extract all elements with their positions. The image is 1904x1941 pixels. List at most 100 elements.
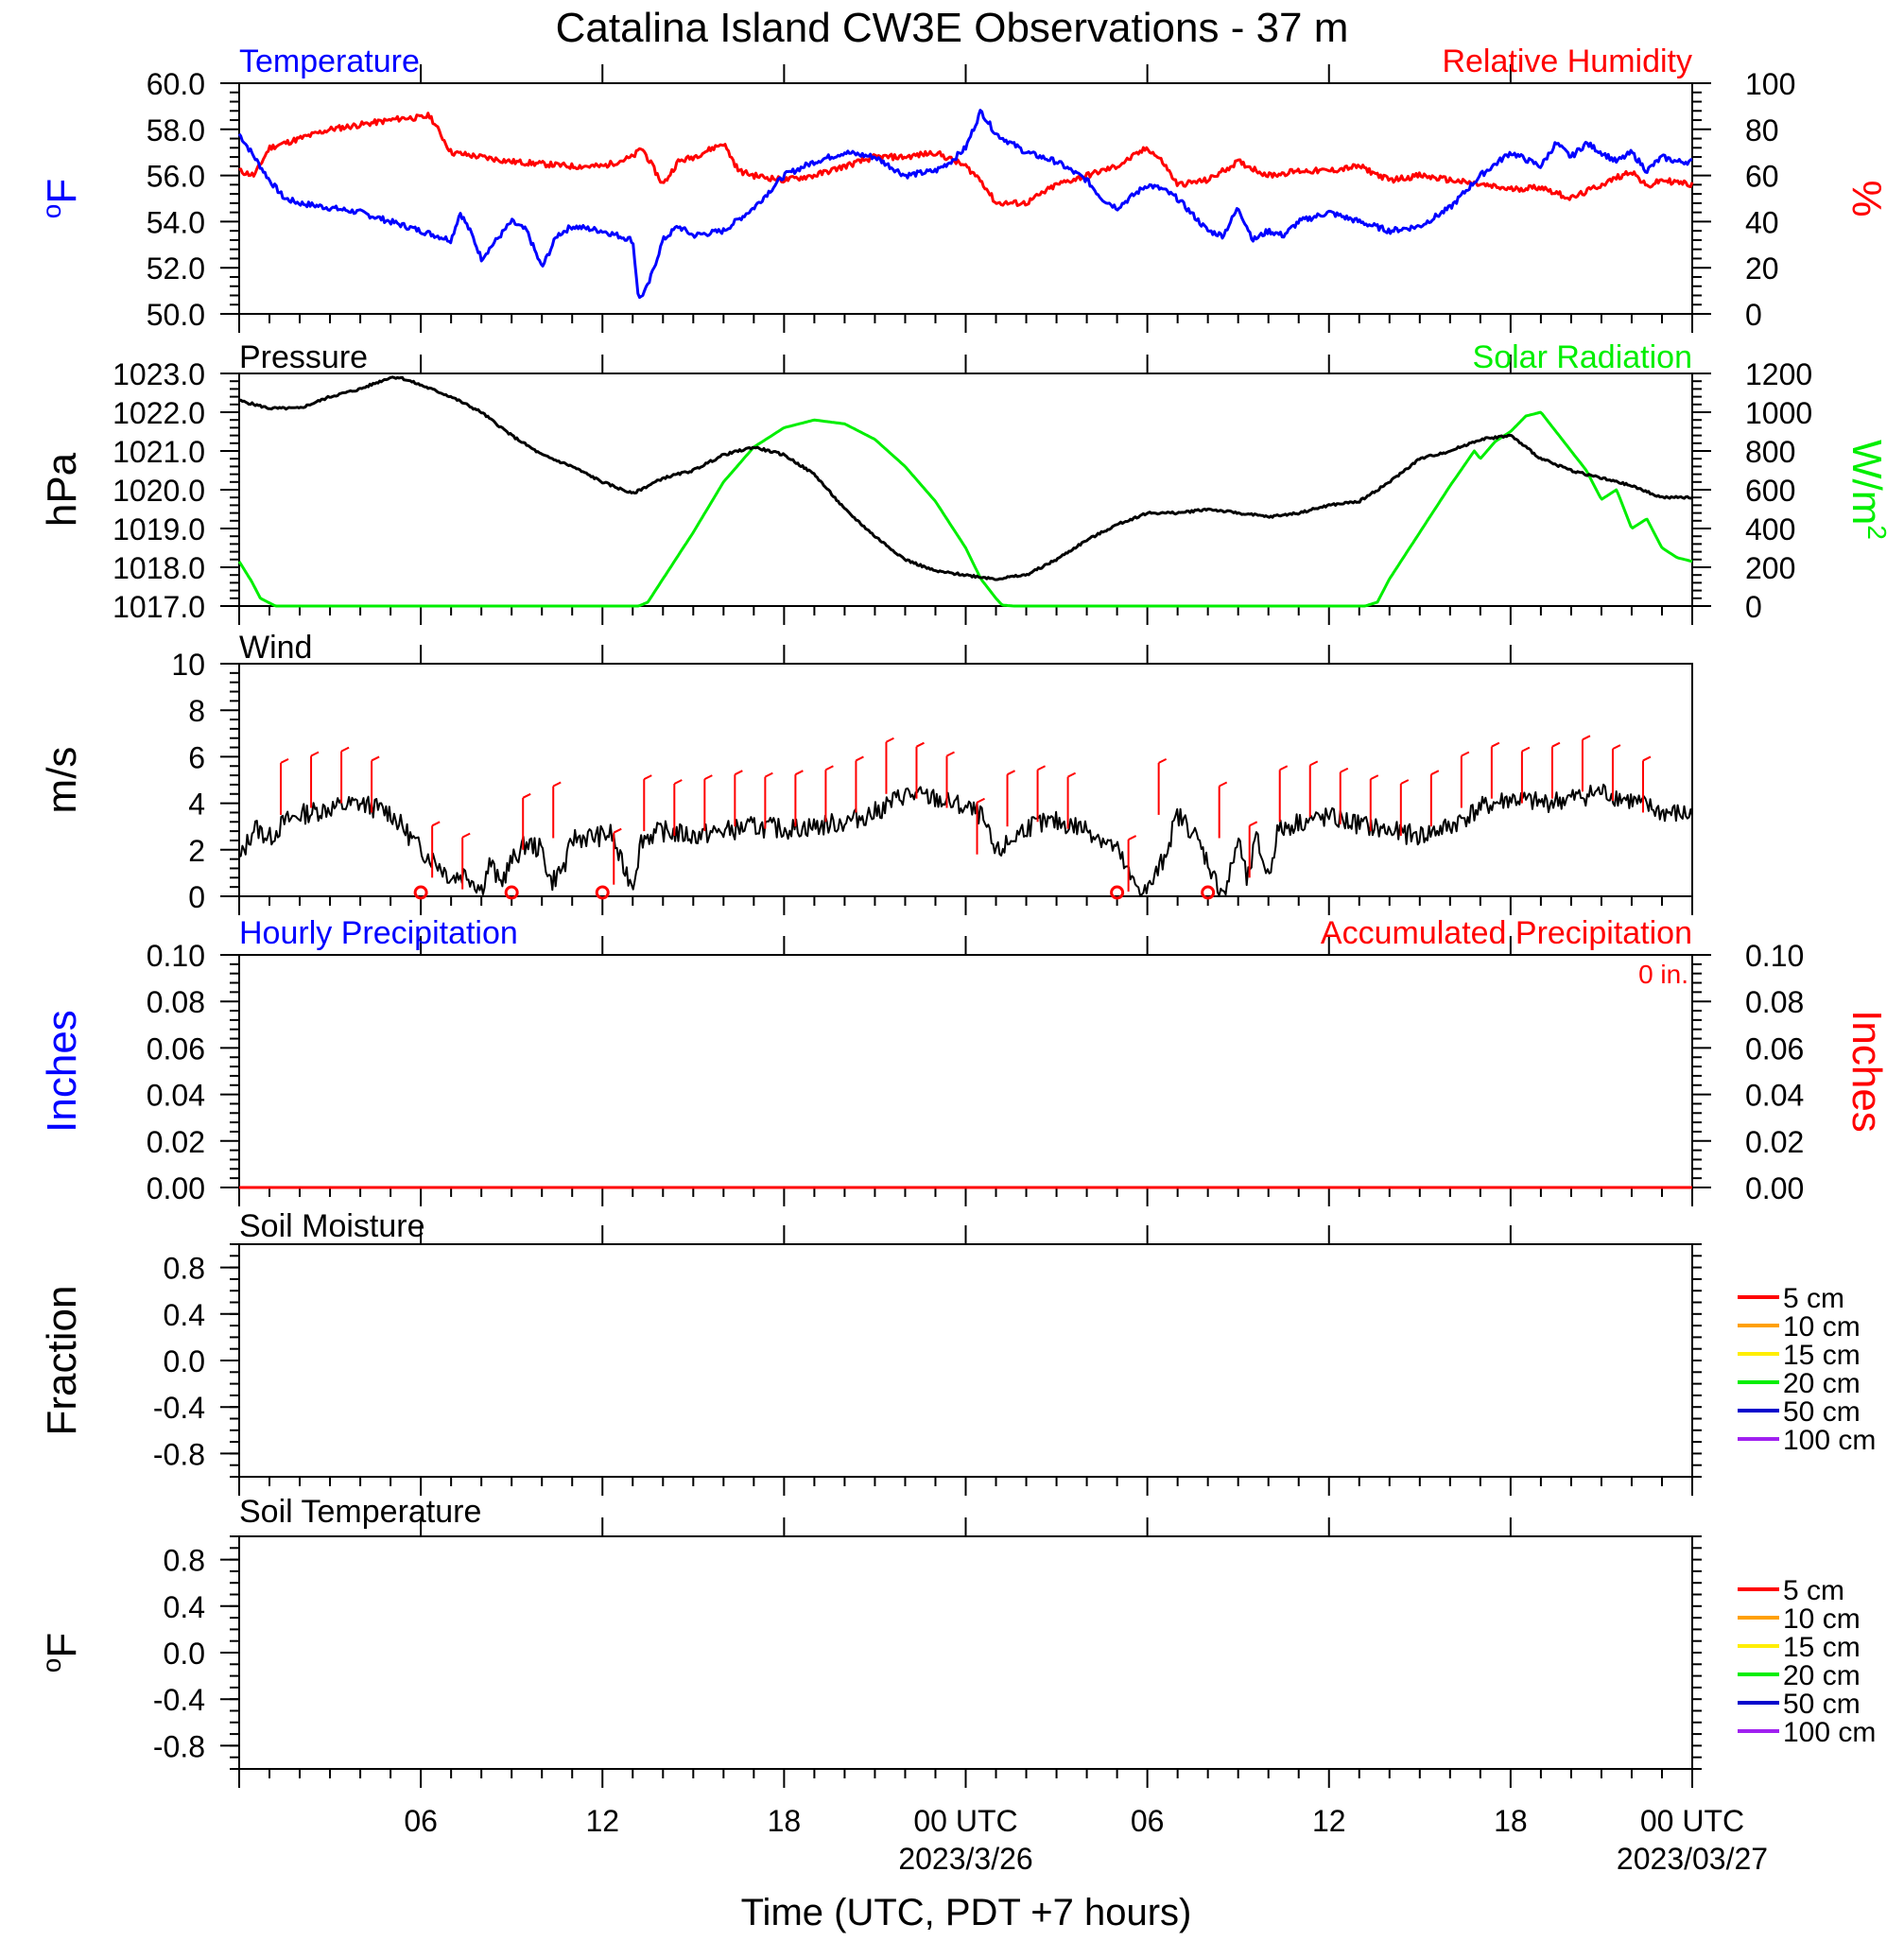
wind-barb-flag [734,770,743,776]
y-axis-label: Fraction [39,1286,85,1436]
y-tick-label-left: 0.4 [164,1590,205,1624]
legend-label: 50 cm [1783,1396,1861,1428]
wind-barb-flag [886,737,894,743]
legend-label: 5 cm [1783,1575,1844,1606]
y-tick-label-left: 54.0 [147,205,205,239]
y-tick-label-right: 0 [1745,590,1762,624]
legend-label: 50 cm [1783,1689,1861,1720]
y-axis-label: oF [37,179,85,218]
y-tick-label-right: 40 [1745,205,1779,239]
x-tick-label: 18 [768,1804,802,1838]
x-tick-label: 06 [1131,1804,1165,1838]
wind-barb-flag [764,771,773,778]
wind-barb-flag [703,774,713,781]
y-tick-label-left: 50.0 [147,298,205,332]
legend-label: 10 cm [1783,1603,1861,1635]
panel-wind: 10 8 6 4 2 0 Wind m/s [39,630,1693,915]
panel-soil-temperature: 06 12 18 00 UTC 2023/3/26 06 12 18 00 UTC 2023/03… [37,1494,1876,1876]
wind-barb-flag [1491,741,1500,748]
wind-barb-flag [1249,821,1258,827]
wind-barb-flag [824,765,834,771]
y-axis-label: Inches [39,1010,85,1133]
wind-barb-flag [280,758,289,764]
calm-wind-marker [504,885,519,900]
y-tick-label-right: 80 [1745,113,1779,147]
wind-barb-flag [1551,741,1561,748]
wind-barb-flag [1430,770,1440,776]
wind-barb-flag [552,781,562,788]
wind-speed-line [238,783,1693,897]
y-tick-label-right: 800 [1745,435,1795,469]
y-tick-label-right: 0.08 [1745,985,1804,1019]
calm-wind-marker [1201,885,1216,900]
y-tick-label-left: 0.4 [164,1298,205,1332]
legend-label: 10 cm [1783,1311,1861,1343]
y-tick-label-right: 0.06 [1745,1031,1804,1066]
y-tick-label-left: 1019.0 [113,512,205,546]
panel-title-left: Pressure [239,339,368,375]
y-tick-label-left: 1021.0 [113,435,205,469]
panel-pressure-solar: 1023.0 1022.0 1021.0 1020.0 1019.0 1018.0 1017… [39,339,1892,625]
panel-temperature-humidity: 60.0 58.0 56.0 54.0 52.0 50.0 100 80 60 40 20 0 Temp… [37,43,1890,333]
y-tick-label-left: 0 [188,880,205,914]
y-tick-label-right: 20 [1745,251,1779,286]
wind-barb-flag [1642,755,1652,762]
wind-barb-flag [794,770,804,776]
y-tick-label-left: 6 [188,740,205,774]
y-tick-label-left: 0.0 [164,1637,205,1671]
wind-barb-flag [673,779,683,785]
y-tick-label-left: 4 [188,788,205,822]
panel-title-right: Relative Humidity [1442,43,1692,79]
wind-barb-flag [977,797,985,804]
y-tick-label-right: 100 [1745,67,1795,101]
y-tick-label-right: 0 [1745,298,1762,332]
y-axis-label: % [1843,180,1890,217]
y-axis-label: m/s [39,747,85,814]
x-tick-label: 18 [1494,1804,1528,1838]
panel-title-left: Temperature [239,43,420,79]
y-tick-label-left: 52.0 [147,251,205,286]
accumulated-total: 0 in. [1638,960,1688,989]
x-tick-label: 12 [1312,1804,1346,1838]
y-tick-label-left: -0.4 [153,1391,205,1425]
wind-barb-flag [1037,765,1047,771]
y-tick-label-left: -0.8 [153,1729,205,1763]
calm-wind-marker [1110,885,1125,900]
y-tick-label-left: 2 [188,834,205,868]
y-tick-label-left: 1020.0 [113,474,205,508]
y-tick-label-left: -0.8 [153,1437,205,1471]
wind-barb-flag [1219,781,1228,788]
y-tick-label-left: 1017.0 [113,590,205,624]
wind-barb-flag [1067,771,1077,778]
wind-barb-flag [916,741,925,748]
wind-barb-flag [1128,835,1137,841]
panel-title-right: Solar Radiation [1473,339,1692,375]
y-tick-label-right: 1000 [1745,396,1812,430]
solar-line [237,410,1693,608]
y-tick-label-left: 0.02 [147,1125,205,1159]
temperature-line [237,109,1693,300]
wind-barb-flag [461,832,471,839]
legend-label: 5 cm [1783,1283,1844,1314]
legend-label: 15 cm [1783,1340,1861,1371]
chart-title: Catalina Island CW3E Observations - 37 m [556,5,1349,51]
panel-title-left: Wind [239,630,312,666]
wind-barb-flag [643,774,652,781]
wind-barb-flag [1461,751,1470,757]
wind-barb-flag [1521,746,1531,753]
y-axis-label: oF [37,1633,85,1672]
calm-wind-marker [413,885,428,900]
wind-barb-flag [340,746,350,753]
y-axis-label: W/m2 [1843,440,1892,540]
legend-label: 20 cm [1783,1368,1861,1399]
y-axis-label: Inches [1843,1010,1890,1133]
pressure-line [238,375,1693,581]
wind-barb-flag [1400,779,1410,785]
legend-label: 15 cm [1783,1632,1861,1663]
y-tick-label-left: 10 [171,648,205,682]
y-tick-label-left: 58.0 [147,113,205,147]
wind-barb-flag [1582,735,1591,741]
y-tick-label-left: 0.0 [164,1344,205,1378]
x-tick-label: 00 UTC [913,1804,1017,1838]
